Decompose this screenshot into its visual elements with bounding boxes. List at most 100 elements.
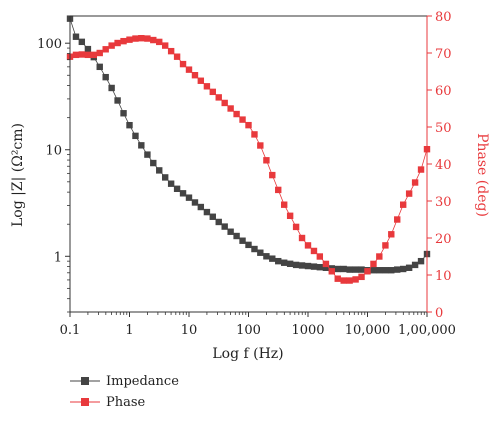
x-axis-ticks: 0.1 1 10 100 1000 10,000 1,00,000 [60, 312, 456, 338]
legend-item-impedance: Impedance [70, 374, 179, 389]
phase-point [251, 131, 258, 138]
impedance-point [126, 121, 133, 129]
phase-point [114, 39, 121, 47]
impedance-point [269, 255, 276, 262]
right-y-tick-label: 20 [435, 232, 452, 247]
phase-point [370, 260, 377, 268]
impedance-line [69, 18, 428, 271]
impedance-point [132, 132, 139, 140]
phase-point [286, 212, 294, 219]
left-y-tick-label: 1 [54, 250, 62, 265]
impedance-point [376, 267, 383, 274]
impedance-point [191, 199, 199, 206]
x-tick-label: 1 [125, 323, 133, 338]
phase-point [96, 49, 103, 57]
impedance-point [245, 241, 252, 249]
impedance-point [411, 261, 419, 269]
phase-point [150, 36, 157, 44]
phase-series [66, 35, 431, 284]
impedance-point [108, 84, 115, 92]
right-y-tick-label: 40 [435, 158, 452, 173]
phase-point [126, 36, 133, 43]
impedance-point [227, 228, 234, 235]
impedance-point [405, 264, 413, 271]
phase-point [394, 216, 401, 223]
impedance-point [233, 232, 240, 240]
right-y-tick-label: 80 [435, 10, 452, 25]
impedance-point [167, 180, 175, 187]
impedance-point [298, 262, 306, 269]
phase-point [197, 77, 205, 84]
phase-point [399, 201, 407, 208]
phase-point [167, 47, 175, 55]
impedance-point [346, 266, 353, 273]
right-y-tick-label: 10 [435, 269, 452, 284]
right-y-axis-ticks: 0 10 20 30 40 50 60 70 80 [427, 10, 452, 321]
impedance-point [239, 237, 246, 244]
left-y-tick-label: 10 [45, 144, 62, 159]
impedance-point [382, 267, 389, 274]
phase-point [144, 35, 151, 42]
impedance-point [221, 223, 228, 230]
left-y-tick-label: 100 [37, 37, 62, 52]
legend-label-phase: Phase [106, 395, 146, 410]
x-tick-label: 1,00,000 [398, 323, 456, 338]
impedance-point [399, 265, 407, 273]
phase-point [292, 223, 300, 231]
phase-point [275, 186, 282, 194]
phase-point [209, 88, 216, 96]
phase-point [221, 99, 228, 107]
phase-point [364, 268, 371, 275]
impedance-point [417, 257, 425, 265]
x-tick-label: 10 [181, 323, 198, 338]
impedance-point [263, 253, 270, 260]
impedance-point [394, 266, 401, 273]
impedance-point [352, 266, 359, 273]
phase-point [405, 190, 413, 197]
phase-point [179, 60, 187, 68]
right-y-tick-label: 70 [435, 47, 452, 62]
right-y-tick-label: 50 [435, 121, 452, 136]
impedance-point [156, 167, 163, 174]
phase-point [215, 94, 222, 101]
legend-item-phase: Phase [70, 395, 146, 410]
phase-point [316, 253, 324, 260]
impedance-point [257, 249, 264, 256]
phase-point [298, 234, 306, 242]
x-tick-label: 0.1 [60, 323, 81, 338]
left-y-axis-ticks: 1 10 100 [37, 37, 70, 313]
phase-point [138, 35, 145, 42]
impedance-point [185, 194, 193, 201]
right-y-axis-title: Phase (deg) [474, 133, 490, 217]
impedance-point [286, 260, 294, 268]
phase-point [185, 66, 193, 73]
impedance-point [78, 38, 86, 46]
phase-point [263, 157, 270, 164]
phase-point [417, 166, 425, 173]
phase-point [352, 276, 359, 283]
phase-point [269, 171, 276, 179]
impedance-point [334, 265, 341, 273]
phase-point [72, 51, 80, 59]
impedance-point [209, 213, 216, 220]
impedance-point [370, 267, 377, 274]
phase-point [346, 277, 353, 284]
phase-point [388, 231, 395, 238]
legend-label-impedance: Impedance [106, 374, 179, 389]
phase-point [102, 46, 109, 53]
phase-point [84, 51, 92, 59]
phase-point [90, 51, 97, 59]
impedance-point [102, 73, 109, 81]
phase-point [322, 260, 330, 268]
impedance-point [340, 265, 347, 273]
phase-point [411, 179, 419, 186]
phase-point [191, 72, 199, 79]
phase-point [257, 142, 264, 149]
impedance-series [66, 15, 431, 274]
impedance-point [280, 259, 288, 266]
impedance-point [316, 263, 324, 271]
x-axis-title: Log f (Hz) [212, 346, 283, 362]
x-tick-label: 100 [236, 323, 261, 338]
impedance-point [179, 190, 187, 197]
phase-point [120, 37, 127, 45]
